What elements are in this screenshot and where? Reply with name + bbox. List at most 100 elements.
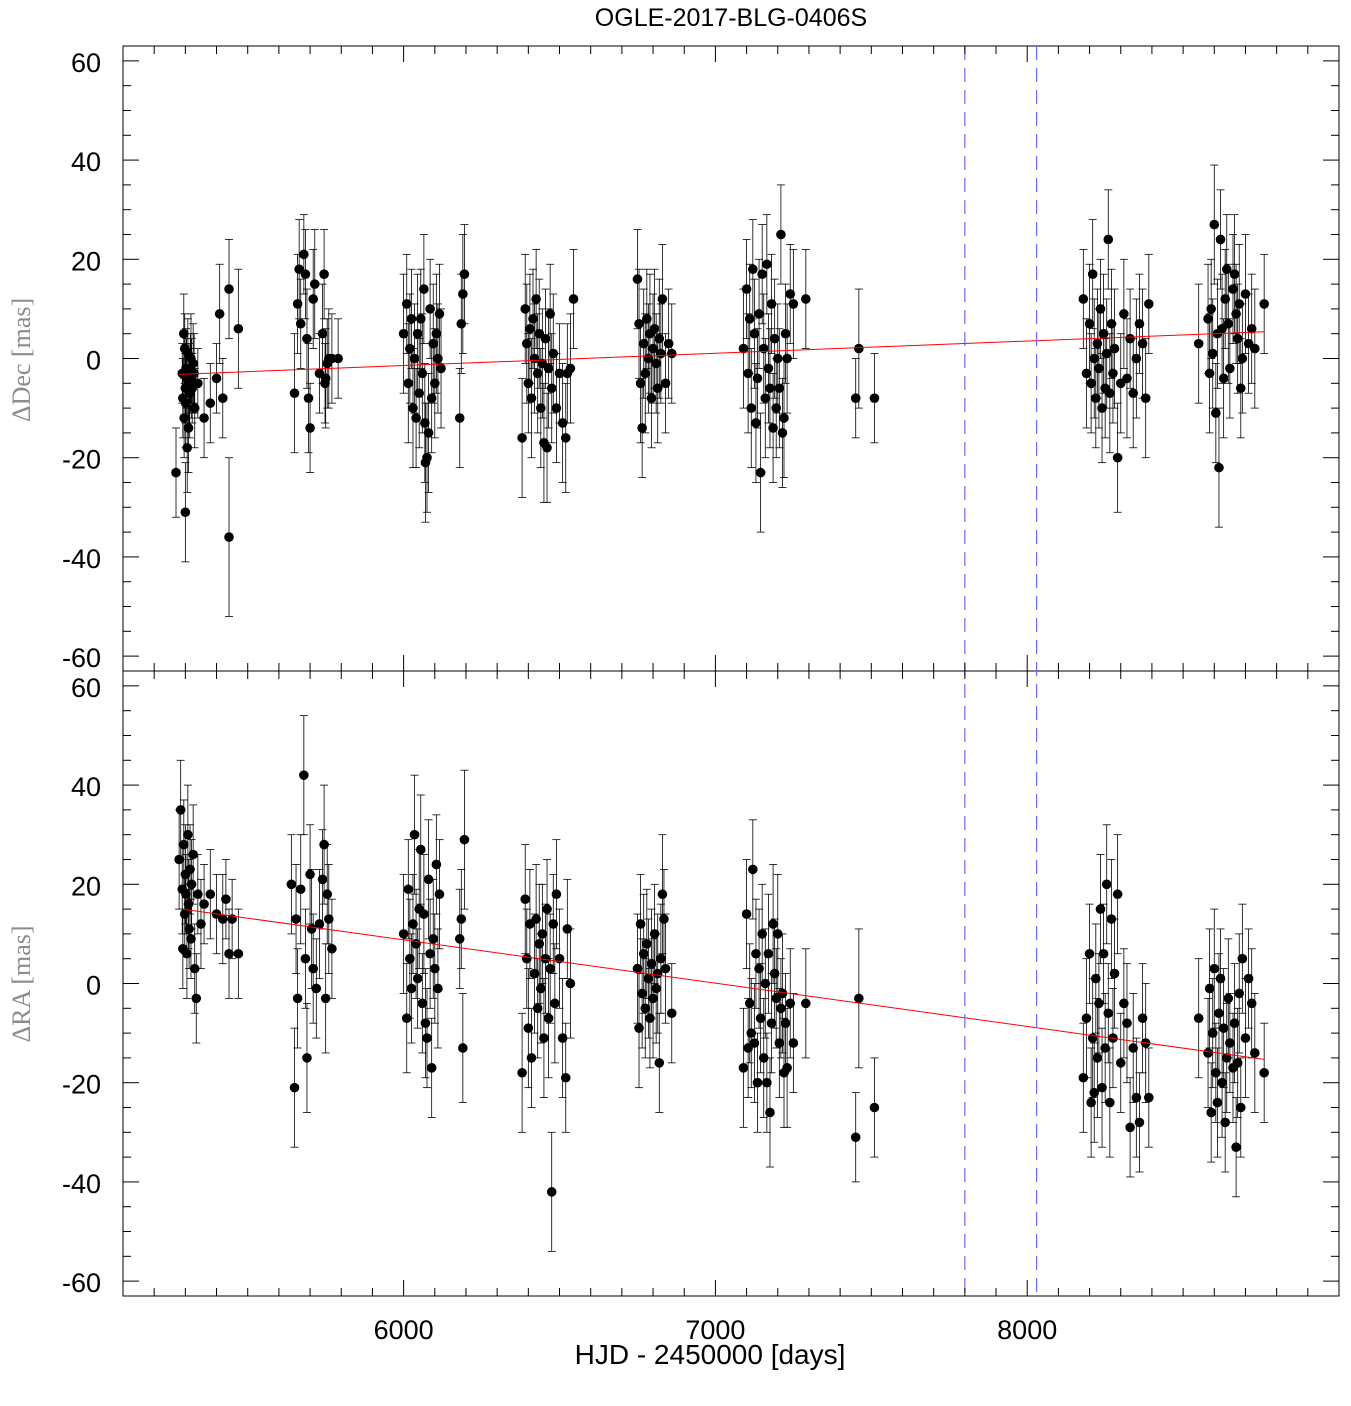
dec-data-point bbox=[406, 314, 417, 324]
dec-data-point bbox=[1140, 393, 1151, 403]
ra-data-point bbox=[754, 963, 764, 974]
dec-data-point bbox=[751, 418, 761, 428]
dec-data-point bbox=[741, 284, 752, 294]
dec-data-point bbox=[854, 343, 864, 354]
ra-data-point bbox=[850, 1132, 861, 1143]
dec-data-point bbox=[317, 328, 328, 339]
ra-data-point bbox=[1218, 1023, 1229, 1033]
dec-data-point bbox=[637, 423, 647, 433]
dec-data-point bbox=[1228, 284, 1238, 294]
dec-data-point bbox=[545, 309, 555, 319]
dec-data-point bbox=[1095, 304, 1106, 314]
dec-data-point bbox=[654, 333, 665, 344]
dec-data-point bbox=[308, 294, 318, 304]
ra-data-point bbox=[398, 929, 409, 939]
ra-data-point bbox=[654, 1058, 665, 1068]
ra-data-point bbox=[425, 948, 435, 959]
ra-data-point bbox=[748, 864, 758, 875]
dec-data-point bbox=[771, 403, 782, 413]
ra-data-point bbox=[545, 963, 555, 974]
ra-data-point bbox=[1112, 889, 1123, 900]
ra-data-point bbox=[299, 770, 309, 780]
dec-data-point bbox=[1137, 338, 1148, 349]
dec-data-point bbox=[755, 467, 766, 478]
x-tick-label: 6000 bbox=[374, 1315, 434, 1345]
dec-data-point bbox=[292, 299, 303, 309]
dec-data-point bbox=[289, 388, 300, 399]
dec-data-point bbox=[428, 338, 439, 349]
dec-fit-line bbox=[179, 331, 1265, 375]
dec-data-point bbox=[309, 279, 320, 289]
ra-data-point bbox=[1243, 973, 1254, 984]
ra-y-tick-label: -40 bbox=[62, 1169, 101, 1199]
ra-data-point bbox=[1225, 1038, 1235, 1048]
ra-y-tick-label: 40 bbox=[71, 772, 101, 802]
ra-data-point bbox=[1101, 879, 1112, 890]
ra-data-point bbox=[302, 1053, 312, 1063]
dec-data-point bbox=[217, 393, 228, 403]
dec-data-point bbox=[431, 328, 442, 339]
ra-data-point bbox=[1209, 963, 1220, 974]
dec-data-point bbox=[1223, 318, 1234, 329]
ra-data-point bbox=[1212, 1097, 1223, 1108]
dec-data-point bbox=[233, 323, 244, 334]
dec-data-point bbox=[648, 343, 658, 354]
dec-data-point bbox=[542, 442, 552, 453]
ra-data-point bbox=[196, 919, 206, 929]
ra-data-point bbox=[292, 993, 303, 1004]
dec-data-point bbox=[423, 428, 434, 438]
dec-data-point bbox=[1103, 234, 1114, 245]
ra-y-tick-label: 60 bbox=[71, 673, 101, 703]
dec-data-point bbox=[433, 353, 443, 364]
ra-data-point bbox=[769, 968, 780, 979]
dec-data-point bbox=[454, 413, 465, 423]
ra-data-point bbox=[1193, 1013, 1204, 1024]
ra-data-point bbox=[766, 1018, 777, 1028]
ra-data-point bbox=[539, 1033, 549, 1043]
dec-data-point bbox=[768, 423, 778, 433]
ra-data-point bbox=[762, 1077, 772, 1088]
dec-data-point bbox=[425, 304, 435, 314]
dec-data-point bbox=[1097, 403, 1107, 413]
ra-data-point bbox=[434, 889, 445, 900]
ra-data-point bbox=[186, 879, 197, 890]
dec-data-point bbox=[782, 353, 792, 364]
dec-data-point bbox=[752, 373, 763, 384]
ra-data-point bbox=[1215, 973, 1226, 984]
dec-data-point bbox=[517, 433, 527, 443]
dec-data-point bbox=[1214, 462, 1224, 473]
ra-data-point bbox=[1134, 1117, 1145, 1128]
ra-data-point bbox=[422, 1033, 432, 1043]
ra-data-point bbox=[433, 983, 443, 994]
ra-data-point bbox=[523, 1023, 534, 1033]
ra-fit-line bbox=[182, 908, 1265, 1060]
dec-data-point bbox=[199, 413, 209, 423]
ra-data-point bbox=[179, 839, 189, 850]
ra-data-point bbox=[543, 1013, 554, 1024]
dec-data-point bbox=[666, 348, 677, 359]
ra-data-point bbox=[191, 993, 202, 1004]
dec-data-point bbox=[1215, 234, 1226, 245]
ra-data-point bbox=[854, 993, 864, 1004]
ra-data-point bbox=[300, 953, 311, 964]
ra-data-point bbox=[182, 948, 192, 959]
ra-data-point bbox=[869, 1102, 880, 1113]
dec-data-point bbox=[1084, 318, 1095, 329]
ra-data-point bbox=[551, 889, 562, 900]
dec-data-point bbox=[422, 452, 432, 463]
ra-data-point bbox=[536, 983, 546, 994]
dec-data-point bbox=[1078, 294, 1089, 304]
dec-y-tick-label: 20 bbox=[71, 246, 101, 276]
dec-data-point bbox=[412, 328, 423, 339]
dec-data-point bbox=[546, 383, 557, 394]
ra-data-point bbox=[1232, 1058, 1243, 1068]
dec-data-point bbox=[398, 328, 409, 339]
dec-data-point bbox=[319, 269, 329, 279]
dec-data-point bbox=[557, 418, 568, 428]
dec-data-point bbox=[638, 338, 649, 349]
dec-data-point bbox=[305, 423, 315, 433]
ra-data-point bbox=[185, 864, 195, 875]
ra-data-point bbox=[415, 844, 426, 855]
ra-data-point bbox=[757, 929, 767, 939]
ra-data-point bbox=[635, 919, 646, 929]
